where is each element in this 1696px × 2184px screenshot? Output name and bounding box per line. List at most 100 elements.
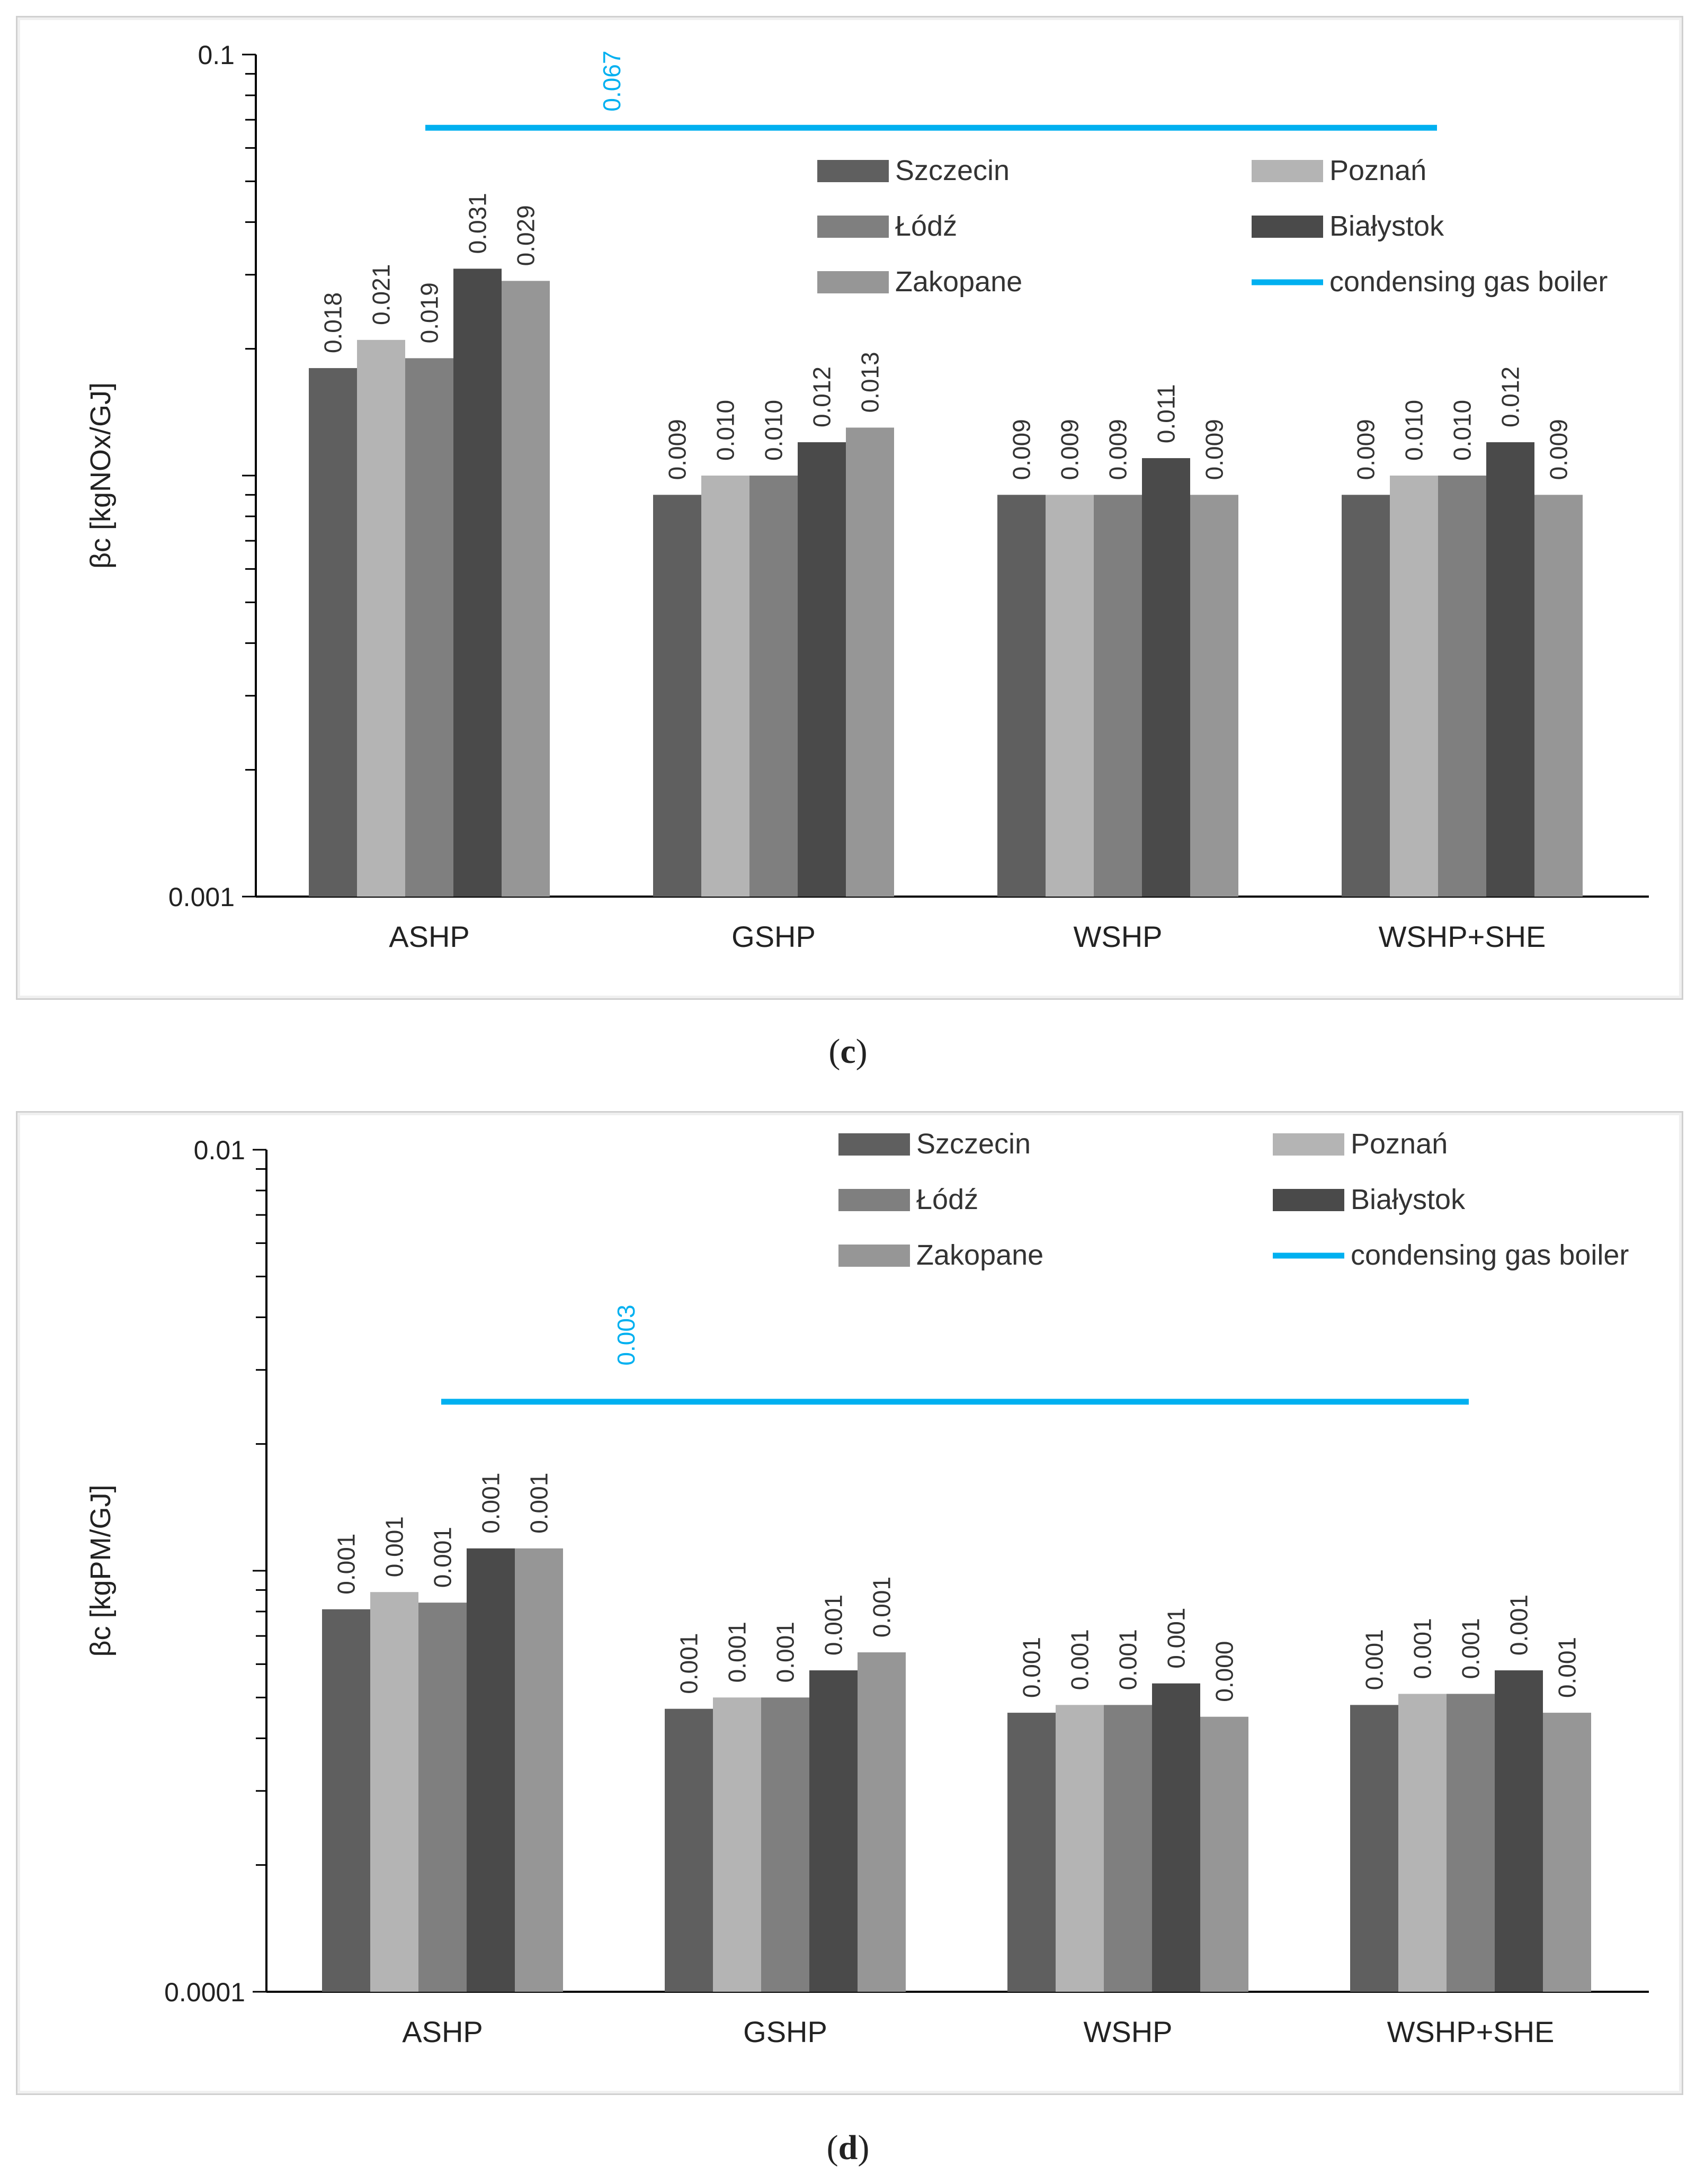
legend-swatch [838, 1133, 910, 1156]
legend-label: condensing gas boiler [1329, 266, 1608, 298]
caption-d-letter: d [838, 2128, 858, 2167]
bar-data-label: 0.021 [368, 264, 395, 325]
bar-data-label: 0.001 [1163, 1608, 1190, 1669]
bar [665, 1708, 713, 1992]
bar-data-label: 0.009 [1545, 419, 1573, 480]
legend-swatch [1273, 1133, 1344, 1156]
bar [1390, 476, 1438, 897]
bar [858, 1652, 906, 1992]
bar-data-label: 0.009 [1352, 419, 1380, 480]
bar-data-label: 0.001 [1554, 1637, 1581, 1698]
legend-label: Szczecin [916, 1128, 1031, 1160]
legend-swatch [817, 216, 889, 238]
bar [309, 368, 357, 897]
bar-data-label: 0.010 [1400, 400, 1428, 461]
bar-data-label: 0.001 [772, 1622, 799, 1682]
bar-data-label: 0.009 [1104, 419, 1132, 480]
bar [1342, 495, 1390, 897]
x-tick-label: ASHP [402, 2015, 483, 2048]
bar [713, 1697, 761, 1992]
legend-swatch [817, 160, 889, 182]
x-tick-label: GSHP [731, 920, 816, 953]
bar [453, 268, 502, 897]
bar-data-label: 0.001 [1066, 1629, 1094, 1690]
bar [1190, 495, 1238, 897]
legend-label: Zakopane [895, 266, 1022, 298]
bar-data-label: 0.001 [1018, 1637, 1046, 1698]
y-tick-label-top: 0.1 [198, 40, 235, 70]
bar-data-label: 0.001 [675, 1633, 703, 1694]
x-tick-label: ASHP [389, 920, 470, 953]
reference-line-label: 0.067 [598, 50, 626, 111]
bar [1007, 1713, 1056, 1992]
bar-data-label: 0.019 [416, 282, 443, 343]
bar [1438, 476, 1486, 897]
bar-data-label: 0.009 [1201, 419, 1228, 480]
x-tick-label: WSHP+SHE [1387, 2015, 1555, 2048]
bar [653, 495, 701, 897]
y-tick-label-top: 0.01 [194, 1135, 245, 1165]
bar [1486, 442, 1534, 897]
bar [1094, 495, 1142, 897]
pm-chart: 0.01 0.0001 βc [kgPM/GJ] 0.001 0.001 0.001 0.0… [85, 1128, 1649, 2048]
bar-data-label: 0.010 [760, 400, 788, 461]
bar [1543, 1713, 1591, 1992]
y-tick-label-bottom: 0.001 [168, 882, 235, 912]
bar-data-label: 0.010 [712, 400, 739, 461]
nox-chart: 0.1 0.001 βc [kgNOx/GJ] 0.018 0.021 0.019 0.03… [85, 40, 1649, 953]
bar [1350, 1705, 1398, 1992]
x-tick-label: WSHP [1074, 920, 1163, 953]
caption-c-letter: c [840, 1032, 856, 1071]
bar-data-label: 0.001 [1505, 1595, 1533, 1655]
caption-d: (d) [826, 2128, 870, 2167]
bar-data-label: 0.001 [525, 1473, 553, 1534]
legend-label: Łódź [916, 1184, 978, 1215]
bar [322, 1609, 370, 1992]
legend-swatch [1273, 1189, 1344, 1211]
bar-data-label: 0.031 [464, 193, 492, 254]
bar-data-label: 0.001 [868, 1577, 896, 1637]
bar [846, 427, 894, 897]
bar [761, 1697, 809, 1992]
legend-swatch [838, 1245, 910, 1267]
bar [798, 442, 846, 897]
bar [418, 1603, 467, 1992]
x-tick-label: WSHP [1084, 2015, 1173, 2048]
bar-data-label: 0.011 [1153, 384, 1180, 443]
bar-data-label: 0.029 [512, 205, 540, 266]
bar [1056, 1705, 1104, 1992]
legend-swatch [838, 1189, 910, 1211]
y-tick-label-bottom: 0.0001 [164, 1977, 245, 2007]
legend-label: Białystok [1351, 1184, 1466, 1215]
bar [809, 1670, 858, 1992]
legend-label: Zakopane [916, 1239, 1043, 1271]
legend-label: Poznań [1351, 1128, 1448, 1160]
caption-c: (c) [828, 1032, 868, 1071]
bar-data-label: 0.001 [477, 1473, 505, 1534]
bar [1104, 1705, 1152, 1992]
bar-data-label: 0.001 [1114, 1629, 1142, 1690]
bar [1495, 1670, 1543, 1992]
bar [502, 281, 550, 897]
x-tick-label: WSHP+SHE [1379, 920, 1546, 953]
bar-data-label: 0.001 [333, 1534, 360, 1595]
bar [1398, 1694, 1447, 1992]
legend-swatch [817, 271, 889, 293]
legend-label: Białystok [1329, 210, 1444, 242]
bar-data-label: 0.009 [664, 419, 691, 480]
legend-swatch [1252, 216, 1323, 238]
bar [1200, 1716, 1248, 1992]
bar-data-label: 0.001 [381, 1516, 408, 1577]
bar-data-label: 0.012 [808, 366, 836, 427]
bar-data-label: 0.009 [1056, 419, 1084, 480]
bar-data-label: 0.001 [820, 1595, 847, 1655]
bar [370, 1592, 418, 1992]
bar [1152, 1683, 1200, 1992]
legend-label: condensing gas boiler [1351, 1239, 1629, 1271]
legend-label: Szczecin [895, 155, 1010, 186]
bar [515, 1548, 563, 1992]
legend-label: Łódź [895, 210, 957, 242]
bar-data-label: 0.001 [1457, 1618, 1485, 1679]
bar [1046, 495, 1094, 897]
x-tick-label: GSHP [743, 2015, 827, 2048]
